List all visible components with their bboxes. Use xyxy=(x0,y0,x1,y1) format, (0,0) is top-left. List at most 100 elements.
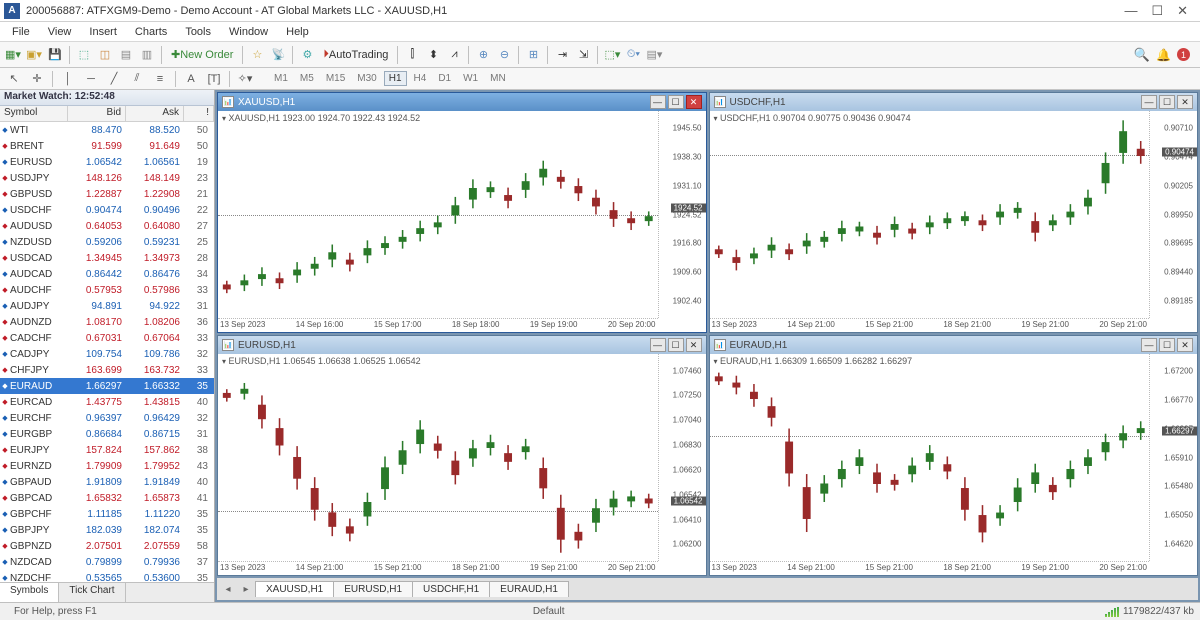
timeframe-M1[interactable]: M1 xyxy=(269,71,293,86)
market-watch-row[interactable]: ◆AUDCHF0.579530.5798633 xyxy=(0,282,214,298)
chart-close-button[interactable]: ✕ xyxy=(1177,338,1193,352)
market-watch-row[interactable]: ◆EURUSD1.065421.0656119 xyxy=(0,154,214,170)
periodicity-icon[interactable]: ⏲▾ xyxy=(624,46,642,64)
chart-minimize-button[interactable]: — xyxy=(650,338,666,352)
chart-window[interactable]: 📊USDCHF,H1—☐✕▾ USDCHF,H1 0.90704 0.90775… xyxy=(709,92,1199,333)
timeframe-H4[interactable]: H4 xyxy=(409,71,432,86)
chart-maximize-button[interactable]: ☐ xyxy=(668,95,684,109)
market-watch-row[interactable]: ◆GBPAUD1.918091.9184940 xyxy=(0,474,214,490)
chart-close-button[interactable]: ✕ xyxy=(1177,95,1193,109)
chart-tabs-prev[interactable]: ◂ xyxy=(219,580,237,598)
timeframe-MN[interactable]: MN xyxy=(485,71,511,86)
market-watch-row[interactable]: ◆NZDUSD0.592060.5923125 xyxy=(0,234,214,250)
chart-minimize-button[interactable]: — xyxy=(1141,338,1157,352)
indicators-icon[interactable]: ⬚▾ xyxy=(603,46,621,64)
line-chart-icon[interactable]: ⩘ xyxy=(445,46,463,64)
new-chart-icon[interactable]: ▦▾ xyxy=(4,46,22,64)
timeframe-M15[interactable]: M15 xyxy=(321,71,350,86)
tile-windows-icon[interactable]: ⊞ xyxy=(524,46,542,64)
market-watch-row[interactable]: ◆USDJPY148.126148.14923 xyxy=(0,170,214,186)
metaquotes-icon[interactable]: ☆ xyxy=(248,46,266,64)
templates-icon[interactable]: ▤▾ xyxy=(645,46,663,64)
strategy-tester-icon[interactable]: ▥ xyxy=(138,46,156,64)
minimize-button[interactable]: — xyxy=(1124,3,1137,19)
autotrading-button[interactable]: ⏵ AutoTrading xyxy=(319,46,392,64)
market-watch-row[interactable]: ◆EURNZD1.799091.7995243 xyxy=(0,458,214,474)
market-watch-tab[interactable]: Symbols xyxy=(0,583,59,602)
expert-advisors-icon[interactable]: ⚙ xyxy=(298,46,316,64)
shift-icon[interactable]: ⇥ xyxy=(553,46,571,64)
market-watch-row[interactable]: ◆USDCAD1.349451.3497328 xyxy=(0,250,214,266)
market-watch-row[interactable]: ◆EURCAD1.437751.4381540 xyxy=(0,394,214,410)
menu-view[interactable]: View xyxy=(40,24,80,40)
chart-maximize-button[interactable]: ☐ xyxy=(668,338,684,352)
market-watch-row[interactable]: ◆CADCHF0.670310.6706433 xyxy=(0,330,214,346)
menu-file[interactable]: File xyxy=(4,24,38,40)
search-icon[interactable]: 🔍 xyxy=(1134,47,1150,63)
chart-close-button[interactable]: ✕ xyxy=(686,338,702,352)
profiles-icon[interactable]: ▣▾ xyxy=(25,46,43,64)
new-order-button[interactable]: ✚ New Order xyxy=(167,46,237,64)
status-connection[interactable]: 1179822/437 kb xyxy=(1105,606,1194,617)
market-watch-row[interactable]: ◆USDCHF0.904740.9049622 xyxy=(0,202,214,218)
channel-icon[interactable]: ⫽ xyxy=(127,70,147,88)
navigator-icon[interactable]: ◫ xyxy=(96,46,114,64)
market-watch-row[interactable]: ◆EURCHF0.963970.9642932 xyxy=(0,410,214,426)
timeframe-D1[interactable]: D1 xyxy=(433,71,456,86)
market-watch-row[interactable]: ◆CHFJPY163.699163.73233 xyxy=(0,362,214,378)
status-profile[interactable]: Default xyxy=(525,606,573,617)
close-button[interactable]: ✕ xyxy=(1177,3,1188,19)
zoom-in-icon[interactable]: ⊕ xyxy=(474,46,492,64)
market-watch-row[interactable]: ◆EURGBP0.866840.8671531 xyxy=(0,426,214,442)
market-watch-row[interactable]: ◆GBPNZD2.075012.0755958 xyxy=(0,538,214,554)
timeframe-M5[interactable]: M5 xyxy=(295,71,319,86)
maximize-button[interactable]: ☐ xyxy=(1151,3,1163,19)
cursor-icon[interactable]: ↖ xyxy=(4,70,24,88)
terminal-icon[interactable]: ▤ xyxy=(117,46,135,64)
market-watch-row[interactable]: ◆GBPUSD1.228871.2290821 xyxy=(0,186,214,202)
market-watch-row[interactable]: ◆GBPCHF1.111851.1122035 xyxy=(0,506,214,522)
market-watch-row[interactable]: ◆GBPCAD1.658321.6587341 xyxy=(0,490,214,506)
market-watch-row[interactable]: ◆AUDCAD0.864420.8647634 xyxy=(0,266,214,282)
horizontal-line-icon[interactable]: ─ xyxy=(81,70,101,88)
notification-bell-icon[interactable]: 🔔 xyxy=(1156,48,1171,62)
notification-badge[interactable]: 1 xyxy=(1177,48,1190,61)
market-watch-row[interactable]: ◆EURAUD1.662971.6633235 xyxy=(0,378,214,394)
chart-close-button[interactable]: ✕ xyxy=(686,95,702,109)
chart-minimize-button[interactable]: — xyxy=(1141,95,1157,109)
market-watch-row[interactable]: ◆CADJPY109.754109.78632 xyxy=(0,346,214,362)
market-watch-row[interactable]: ◆EURJPY157.824157.86238 xyxy=(0,442,214,458)
chart-tab[interactable]: EURUSD,H1 xyxy=(333,581,413,597)
chart-window[interactable]: 📊XAUUSD,H1—☐✕▾ XAUUSD,H1 1923.00 1924.70… xyxy=(217,92,707,333)
market-watch-row[interactable]: ◆AUDJPY94.89194.92231 xyxy=(0,298,214,314)
candlestick-icon[interactable]: ⬍ xyxy=(424,46,442,64)
menu-insert[interactable]: Insert xyxy=(81,24,125,40)
zoom-out-icon[interactable]: ⊖ xyxy=(495,46,513,64)
market-watch-tab[interactable]: Tick Chart xyxy=(59,583,125,602)
trendline-icon[interactable]: ╱ xyxy=(104,70,124,88)
objects-icon[interactable]: ✧▾ xyxy=(235,70,255,88)
signals-icon[interactable]: 📡 xyxy=(269,46,287,64)
chart-maximize-button[interactable]: ☐ xyxy=(1159,95,1175,109)
menu-tools[interactable]: Tools xyxy=(177,24,219,40)
chart-tab[interactable]: USDCHF,H1 xyxy=(412,581,490,597)
vertical-line-icon[interactable]: │ xyxy=(58,70,78,88)
market-watch-row[interactable]: ◆WTI88.47088.52050 xyxy=(0,122,214,138)
market-watch-row[interactable]: ◆AUDUSD0.640530.6408027 xyxy=(0,218,214,234)
text-label-icon[interactable]: [T] xyxy=(204,70,224,88)
timeframe-H1[interactable]: H1 xyxy=(384,71,407,86)
menu-help[interactable]: Help xyxy=(278,24,317,40)
chart-window[interactable]: 📊EURUSD,H1—☐✕▾ EURUSD,H1 1.06545 1.06638… xyxy=(217,335,707,576)
market-watch-row[interactable]: ◆BRENT91.59991.64950 xyxy=(0,138,214,154)
market-watch-row[interactable]: ◆GBPJPY182.039182.07435 xyxy=(0,522,214,538)
timeframe-M30[interactable]: M30 xyxy=(352,71,381,86)
timeframe-W1[interactable]: W1 xyxy=(458,71,483,86)
auto-scroll-icon[interactable]: ⇲ xyxy=(574,46,592,64)
menu-charts[interactable]: Charts xyxy=(127,24,175,40)
fibonacci-icon[interactable]: ≡ xyxy=(150,70,170,88)
market-watch-body[interactable]: ◆WTI88.47088.52050◆BRENT91.59991.64950◆E… xyxy=(0,122,214,582)
market-watch-row[interactable]: ◆NZDCAD0.798990.7993637 xyxy=(0,554,214,570)
market-watch-row[interactable]: ◆AUDNZD1.081701.0820636 xyxy=(0,314,214,330)
bar-chart-icon[interactable]: ⫿ xyxy=(403,46,421,64)
chart-tabs-next[interactable]: ▸ xyxy=(237,580,255,598)
